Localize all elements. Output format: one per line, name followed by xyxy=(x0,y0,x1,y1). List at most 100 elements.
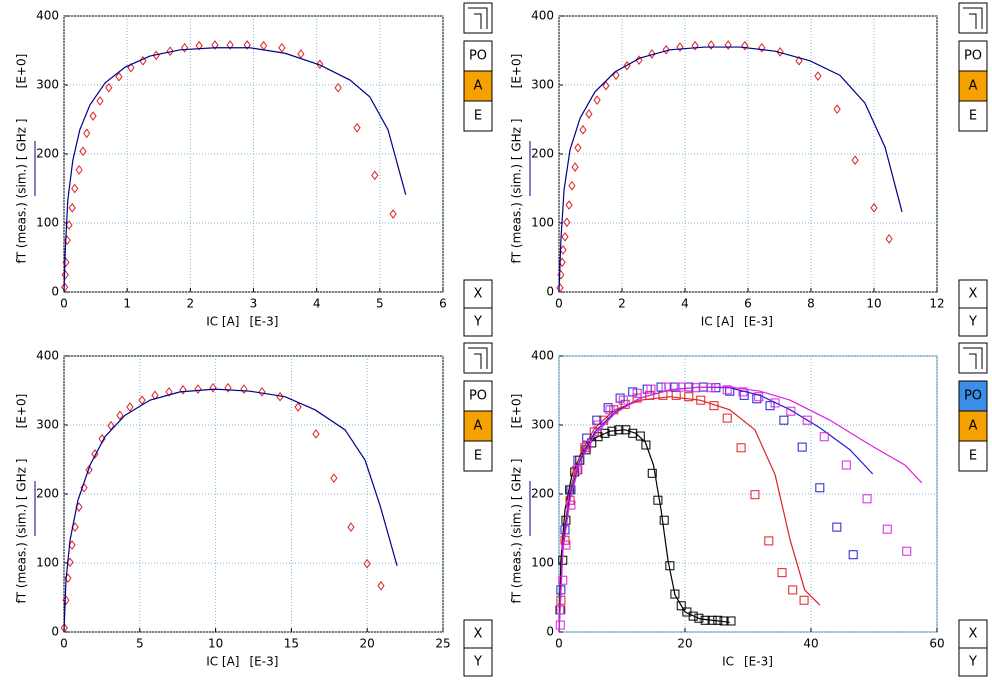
button-face[interactable] xyxy=(463,619,493,649)
button-face[interactable] xyxy=(958,440,988,472)
button-label[interactable]: A xyxy=(969,79,978,94)
panel-button[interactable]: E xyxy=(958,440,988,472)
x-tick-label: 25 xyxy=(435,637,450,651)
meas-point xyxy=(618,395,628,405)
axis-button[interactable]: Y xyxy=(958,307,988,337)
x-tick-label: 15 xyxy=(284,637,299,651)
button-face[interactable] xyxy=(958,100,988,132)
button-face[interactable] xyxy=(463,647,493,677)
button-face[interactable] xyxy=(958,647,988,677)
y-tick-label: 0 xyxy=(546,285,554,299)
meas-point xyxy=(841,460,851,470)
meas-point xyxy=(334,82,342,93)
meas-point xyxy=(602,80,610,91)
y-tick-label: 100 xyxy=(531,216,554,230)
x-tick-label: 5 xyxy=(136,637,144,651)
sim-line xyxy=(558,46,903,293)
meas-point xyxy=(641,440,651,450)
meas-point xyxy=(593,95,601,106)
panel-button[interactable]: E xyxy=(463,100,493,132)
sim-line xyxy=(558,429,730,633)
button-label[interactable]: E xyxy=(969,449,977,464)
meas-point xyxy=(902,546,912,556)
button-label[interactable]: A xyxy=(474,419,483,434)
y-tick-label: 300 xyxy=(36,418,59,432)
button-label[interactable]: E xyxy=(474,449,482,464)
button-label[interactable]: E xyxy=(969,109,977,124)
axis-button[interactable]: X xyxy=(463,619,493,649)
button-label[interactable]: X xyxy=(969,287,978,302)
button-face[interactable] xyxy=(958,307,988,337)
meas-point xyxy=(558,575,568,585)
meas-point xyxy=(593,420,603,430)
x-tick-label: 3 xyxy=(250,297,258,311)
meas-point xyxy=(116,410,124,421)
button-face[interactable] xyxy=(463,307,493,337)
button-label[interactable]: PO xyxy=(964,49,982,64)
button-label[interactable]: PO xyxy=(469,49,487,64)
button-face[interactable] xyxy=(463,410,493,442)
meas-point xyxy=(579,125,587,135)
meas-point xyxy=(574,142,582,153)
panel-button[interactable]: A xyxy=(958,410,988,442)
meas-point xyxy=(779,415,789,425)
panel-button[interactable]: PO xyxy=(958,380,988,412)
button-face[interactable] xyxy=(463,440,493,472)
meas-point xyxy=(138,395,146,405)
meas-point xyxy=(224,382,232,393)
meas-point xyxy=(832,522,842,532)
button-label[interactable]: PO xyxy=(469,389,487,404)
panel-button[interactable]: PO xyxy=(463,40,493,72)
y-tick-label: 100 xyxy=(36,556,59,570)
panel-button[interactable]: PO xyxy=(463,380,493,412)
panel-button[interactable]: A xyxy=(958,70,988,102)
button-label[interactable]: X xyxy=(474,627,483,642)
button-label[interactable]: PO xyxy=(964,389,982,404)
button-label[interactable]: A xyxy=(969,419,978,434)
axis-button[interactable]: X xyxy=(463,279,493,309)
meas-point xyxy=(646,384,656,394)
button-face[interactable] xyxy=(463,40,493,72)
button-face[interactable] xyxy=(958,380,988,412)
y-scale-label: [E+0] xyxy=(510,394,524,429)
axis-button[interactable]: Y xyxy=(958,647,988,677)
x-tick-label: 10 xyxy=(866,297,881,311)
axis-button[interactable]: Y xyxy=(463,307,493,337)
button-label[interactable]: Y xyxy=(968,655,977,670)
button-label[interactable]: X xyxy=(474,287,483,302)
button-face[interactable] xyxy=(958,279,988,309)
meas-point xyxy=(615,393,625,403)
panel-button[interactable]: PO xyxy=(958,40,988,72)
panel-button[interactable]: E xyxy=(463,440,493,472)
y-scale-label: [E+0] xyxy=(15,394,29,429)
y-tick-label: 200 xyxy=(36,487,59,501)
button-face[interactable] xyxy=(463,380,493,412)
button-label[interactable]: A xyxy=(474,79,483,94)
meas-point xyxy=(851,155,859,166)
axis-button[interactable]: X xyxy=(958,619,988,649)
button-label[interactable]: X xyxy=(969,627,978,642)
meas-point xyxy=(294,402,302,412)
button-face[interactable] xyxy=(958,619,988,649)
axis-button[interactable]: X xyxy=(958,279,988,309)
meas-point xyxy=(240,384,248,394)
button-face[interactable] xyxy=(958,40,988,72)
button-label[interactable]: Y xyxy=(473,655,482,670)
button-face[interactable] xyxy=(463,279,493,309)
meas-point xyxy=(61,269,69,280)
button-face[interactable] xyxy=(958,70,988,102)
meas-point xyxy=(83,128,91,139)
zoom-icon-glyph xyxy=(468,347,488,369)
meas-point xyxy=(389,209,397,219)
sim-line xyxy=(558,396,821,633)
button-label[interactable]: E xyxy=(474,109,482,124)
axis-button[interactable]: Y xyxy=(463,647,493,677)
meas-point xyxy=(561,231,569,242)
panel-button[interactable]: A xyxy=(463,410,493,442)
button-face[interactable] xyxy=(463,100,493,132)
button-label[interactable]: Y xyxy=(473,315,482,330)
button-label[interactable]: Y xyxy=(968,315,977,330)
panel-button[interactable]: A xyxy=(463,70,493,102)
panel-button[interactable]: E xyxy=(958,100,988,132)
